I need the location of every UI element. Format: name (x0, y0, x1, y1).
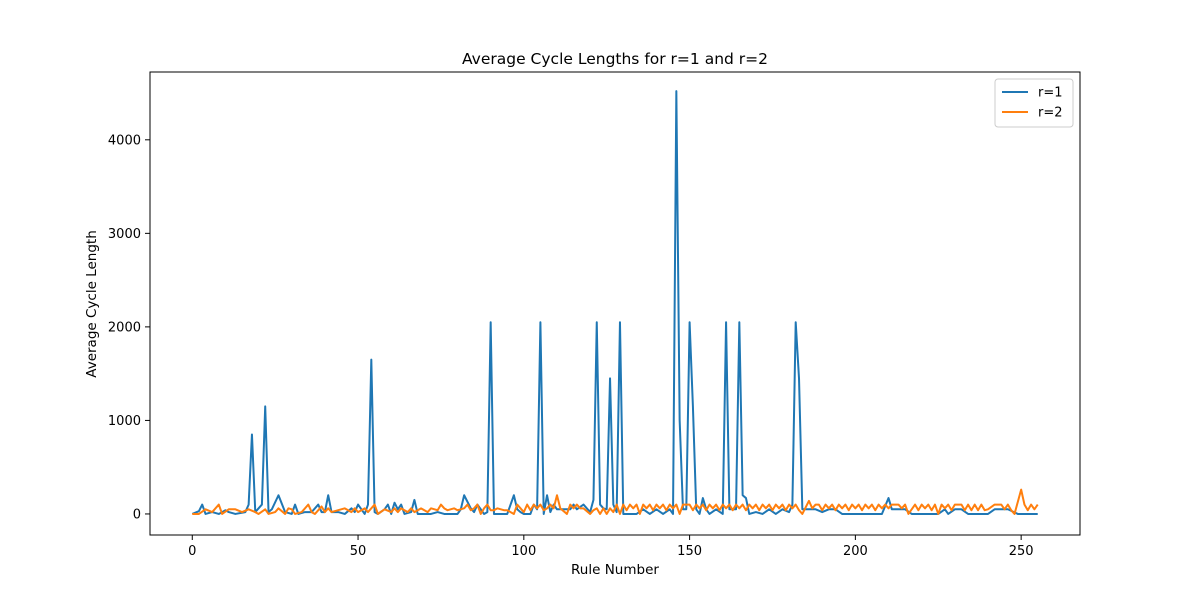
y-tick-label: 4000 (108, 133, 141, 148)
x-tick-label: 200 (843, 544, 868, 559)
plot-area (149, 71, 1081, 536)
y-axis-label: Average Cycle Length (84, 230, 100, 377)
legend-label-2: r=2 (1038, 106, 1063, 121)
y-axis-ticks: 0 1000 2000 3000 4000 (108, 133, 150, 522)
x-axis-label: Rule Number (571, 562, 659, 578)
legend: r=1r=2 (994, 78, 1074, 128)
series-line-2 (192, 488, 1039, 515)
legend-label-1: r=1 (1038, 86, 1063, 101)
x-tick-label: 250 (1009, 544, 1034, 559)
plot-frame (149, 71, 1081, 536)
y-tick-label: 2000 (108, 320, 141, 335)
x-tick-label: 150 (677, 544, 702, 559)
y-tick-label: 3000 (108, 227, 141, 242)
y-tick-label: 1000 (108, 414, 141, 429)
y-tick-label: 0 (133, 507, 141, 522)
x-tick-label: 50 (350, 544, 367, 559)
chart-title: Average Cycle Lengths for r=1 and r=2 (462, 50, 768, 68)
x-axis-ticks: 0 50 100 150 200 250 (188, 535, 1034, 559)
x-tick-label: 100 (511, 544, 536, 559)
x-tick-label: 0 (188, 544, 196, 559)
